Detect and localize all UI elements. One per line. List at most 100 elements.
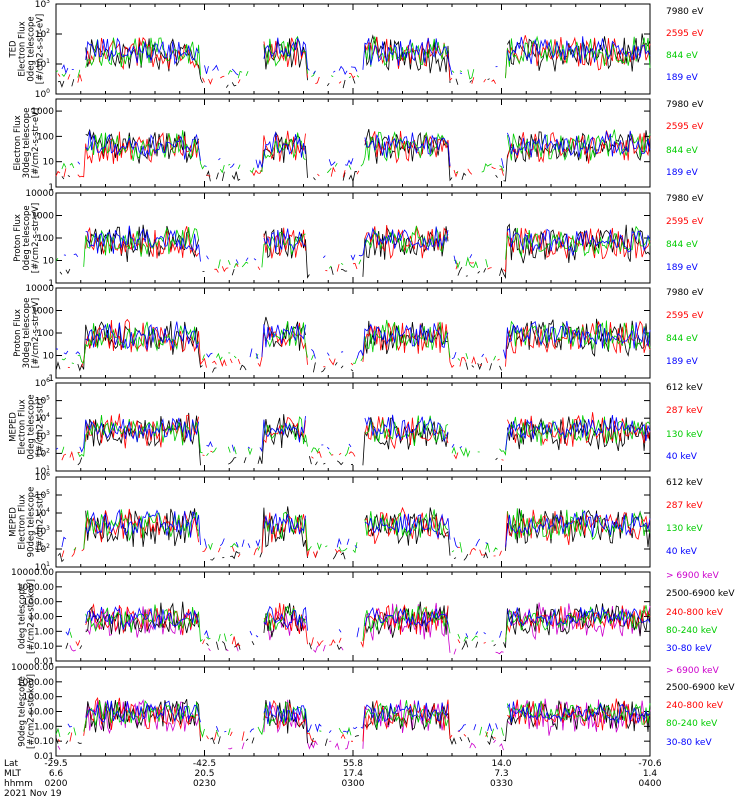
legend-entry: 189 eV [666, 263, 699, 273]
y-axis-label-line: TED [9, 40, 19, 59]
legend-entry: 612 keV [666, 478, 703, 488]
series-trace [65, 605, 651, 639]
panel-8: 0.010.101.0010.00100.001000.0010000.0090… [11, 663, 735, 762]
legend-entry: 80-240 keV [666, 719, 718, 729]
legend-entry: 287 keV [666, 406, 703, 416]
x-tick-hhmm: 0330 [490, 779, 513, 789]
series-trace [63, 225, 651, 264]
x-tick-mlt: 17.4 [343, 769, 363, 779]
legend-entry: 7980 eV [666, 194, 704, 204]
x-tick-lat: -42.5 [193, 759, 216, 769]
series-trace [77, 130, 651, 169]
series-trace [59, 223, 651, 279]
legend-entry: > 6900 keV [666, 666, 720, 676]
y-axis-label-line: [#/cm2-s-str] [36, 494, 46, 551]
legend-entry: 844 eV [666, 146, 699, 156]
legend-entry: 7980 eV [666, 288, 704, 298]
x-tick-hhmm: 0400 [639, 779, 662, 789]
panel-7: 0.010.101.0010.00100.001000.0010000.000d… [11, 568, 735, 667]
series-trace [57, 35, 651, 85]
x-row-label: hhmm [4, 779, 33, 789]
series-trace [75, 602, 651, 648]
y-axis-label-line: [#/cm2-s-str-eV] [36, 14, 46, 84]
y-tick-label: 10000 [25, 189, 54, 199]
x-tick-hhmm: 0300 [342, 779, 365, 789]
legend-entry: 30-80 keV [666, 644, 712, 654]
y-tick-label: 10.00 [28, 708, 54, 718]
plot-frame [55, 192, 651, 284]
legend-entry: 612 keV [666, 383, 703, 393]
date-label: 2021 Nov 19 [4, 789, 62, 799]
legend-entry: 7980 eV [666, 7, 704, 17]
x-tick-mlt: 7.3 [494, 769, 508, 779]
y-axis-label-line: Electron Flux [18, 494, 28, 549]
y-tick-label: 10 [43, 257, 55, 267]
y-axis-label-line: Proton Flux [13, 214, 23, 262]
y-axis-label-line: MEPED [9, 507, 19, 537]
x-tick-lat: -70.6 [638, 759, 662, 769]
y-tick-label: 10000.00 [11, 663, 54, 673]
x-tick-mlt: 1.4 [643, 769, 658, 779]
y-tick-label: 10000 [25, 284, 54, 294]
y-axis-label-line: 0deg telescope [27, 394, 37, 459]
y-tick-label: 1000 [31, 307, 54, 317]
y-tick-label: 1 [48, 279, 54, 289]
y-axis-label-line: [#/cm2-s-str-eV] [31, 203, 41, 273]
y-tick-label: 1000.00 [17, 583, 54, 593]
y-axis-label: 90deg telescope [#/cm2-s-str-keV] [18, 674, 37, 749]
y-axis-label-line: 90deg telescope [27, 487, 37, 558]
series-trace [57, 698, 651, 751]
series-trace [61, 506, 651, 559]
y-tick-label: 100.00 [23, 598, 55, 608]
legend-entry: 130 keV [666, 524, 703, 534]
plot-frame [55, 287, 651, 379]
y-tick-label: 1 [48, 183, 54, 193]
y-axis-label: Electron Flux 30deg telescope [#/cm2-s-str… [13, 108, 41, 179]
y-tick-label: 0.10 [34, 642, 54, 652]
series-trace [61, 412, 651, 461]
y-axis-label-line: 30deg telescope [22, 108, 32, 179]
series-trace [85, 224, 651, 273]
y-tick-label: 0.01 [34, 752, 54, 762]
y-axis-label-line: [#/cm2-s-str-eV] [31, 298, 41, 368]
x-tick-lat: 55.8 [343, 759, 363, 769]
y-tick-label: 1.00 [34, 722, 54, 732]
legend-entry: 7980 eV [666, 100, 704, 110]
series-trace [61, 129, 651, 174]
legend-entry: 2595 eV [666, 217, 704, 227]
y-tick-label: 1000.00 [17, 678, 54, 688]
y-axis-label-line: Electron Flux [18, 21, 28, 76]
series-trace [55, 225, 651, 269]
series-trace [55, 414, 651, 453]
x-tick-mlt: 20.5 [194, 769, 214, 779]
y-axis-label-line: Proton Flux [13, 309, 23, 357]
legend-entry: 2595 eV [666, 311, 704, 321]
x-row-label: MLT [4, 769, 22, 779]
y-axis-label-line: 0deg telescope [18, 584, 28, 649]
x-tick-hhmm: 0230 [193, 779, 216, 789]
y-axis-label: TED Electron Flux 0deg telescope [#/cm2-s-s… [9, 14, 46, 84]
y-axis-label-line: 0deg telescope [27, 16, 37, 81]
y-tick-label: 100.00 [23, 693, 55, 703]
y-tick-label: 100 [35, 88, 50, 100]
series-trace [57, 697, 651, 742]
y-tick-label: 10 [43, 352, 55, 362]
legend-entry: 30-80 keV [666, 738, 712, 748]
series-trace [61, 508, 651, 548]
legend-entry: 2500-6900 keV [666, 683, 735, 693]
legend-entry: 240-800 keV [666, 608, 724, 618]
x-tick-lat: -29.5 [44, 759, 67, 769]
legend-entry: 189 eV [666, 73, 699, 83]
series-trace [55, 130, 651, 178]
y-tick-label: 1000 [31, 212, 54, 222]
y-axis-label-line: Electron Flux [18, 399, 28, 454]
series-trace [69, 604, 651, 643]
legend-entry: 2500-6900 keV [666, 589, 735, 599]
y-axis-label-line: [#/cm2-s-str-eV] [31, 108, 41, 178]
legend-entry: 40 keV [666, 452, 698, 462]
y-axis-label-line: [#/cm2-s-str] [36, 399, 46, 456]
x-row-label: Lat [4, 759, 19, 769]
y-tick-label: 0.01 [34, 657, 54, 667]
